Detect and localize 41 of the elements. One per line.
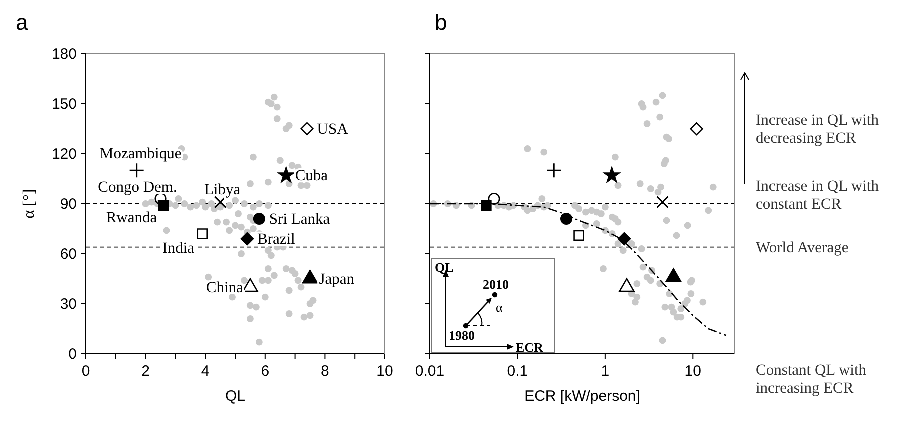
series-label: Japan — [319, 271, 355, 288]
series-label: Brazil — [257, 231, 296, 248]
ref-line-label: Increase in QL with constant ECR — [756, 178, 880, 213]
x-axis-title: ECR [kW/person] — [524, 388, 640, 405]
series-label: Congo Dem. — [98, 179, 178, 196]
x-tick-label: 8 — [321, 363, 330, 380]
y-axis-title: α [°] — [21, 189, 38, 219]
chart-title: a — [16, 10, 29, 35]
y-tick-label: 30 — [60, 296, 77, 313]
series-label: USA — [317, 121, 350, 138]
x-tick-label: 2 — [142, 363, 150, 380]
y-tick-label: 120 — [52, 146, 77, 163]
x-tick-label: 0 — [82, 363, 90, 380]
x-axis-title: QL — [225, 388, 246, 405]
annotation: 2010 — [483, 277, 509, 292]
annotation: QL — [435, 260, 454, 275]
series-label: Sri Lanka — [269, 211, 330, 228]
x-tick-label: 6 — [261, 363, 270, 380]
series-label: Rwanda — [106, 210, 158, 227]
series-label: Cuba — [295, 168, 328, 185]
text: Increase in QL with decreasing ECR — [756, 112, 880, 147]
x-tick-label: 0.1 — [507, 363, 528, 380]
series-label: Libya — [204, 181, 241, 198]
text: Constant QL with increasing ECR — [756, 362, 867, 397]
annotation: ECR — [516, 340, 544, 355]
y-tick-label: 0 — [68, 346, 77, 363]
series-label: Mozambique — [100, 146, 182, 163]
x-tick-label: 10 — [684, 363, 702, 380]
annotation: α — [496, 300, 503, 315]
chart-title: b — [435, 10, 448, 35]
ref-line-label: World Average — [756, 239, 849, 256]
y-tick-label: 90 — [60, 196, 77, 213]
x-tick-label: 10 — [376, 363, 394, 380]
x-tick-label: 4 — [201, 363, 210, 380]
annotation: 1980 — [449, 328, 475, 343]
y-tick-label: 60 — [60, 246, 77, 263]
x-tick-label: 0.01 — [415, 363, 445, 380]
y-tick-label: 150 — [52, 96, 77, 113]
y-tick-label: 180 — [52, 46, 77, 63]
series-label: China — [206, 279, 244, 296]
x-tick-label: 1 — [601, 363, 610, 380]
